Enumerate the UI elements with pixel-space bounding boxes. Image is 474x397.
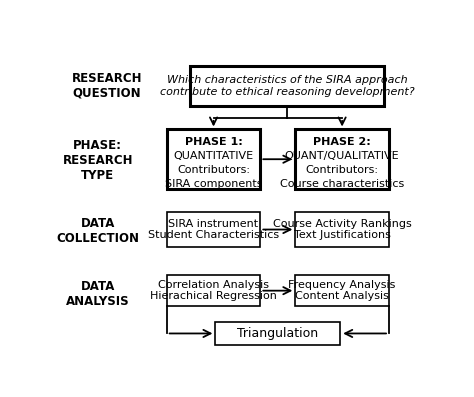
Text: Which characteristics of the SIRA approach
contribute to ethical reasoning devel: Which characteristics of the SIRA approa… [160,75,414,96]
Text: Triangulation: Triangulation [237,327,319,340]
Text: Frequency Analysis
Content Analysis: Frequency Analysis Content Analysis [288,280,396,301]
FancyBboxPatch shape [295,276,389,306]
Text: Contributors:: Contributors: [306,165,379,175]
Text: QUANTITATIVE: QUANTITATIVE [173,151,254,161]
Text: DATA
COLLECTION: DATA COLLECTION [56,217,139,245]
Text: SIRA components: SIRA components [165,179,262,189]
Text: RESEARCH
QUESTION: RESEARCH QUESTION [72,72,142,100]
FancyBboxPatch shape [190,66,384,106]
Text: PHASE 1:: PHASE 1: [185,137,242,147]
FancyBboxPatch shape [295,129,389,189]
FancyBboxPatch shape [167,129,260,189]
Text: DATA
ANALYSIS: DATA ANALYSIS [66,280,129,308]
FancyBboxPatch shape [167,212,260,247]
FancyBboxPatch shape [295,212,389,247]
Text: Course Activity Rankings
Text Justifications: Course Activity Rankings Text Justificat… [273,219,411,240]
Text: QUANT/QUALITATIVE: QUANT/QUALITATIVE [285,151,400,161]
Text: PHASE 2:: PHASE 2: [313,137,371,147]
FancyBboxPatch shape [215,322,340,345]
Text: SIRA instrument
Student Characteristics: SIRA instrument Student Characteristics [148,219,279,240]
FancyBboxPatch shape [167,276,260,306]
Text: Contributors:: Contributors: [177,165,250,175]
Text: Correlation Analysis
Hierachical Regression: Correlation Analysis Hierachical Regress… [150,280,277,301]
Text: PHASE:
RESEARCH
TYPE: PHASE: RESEARCH TYPE [63,139,133,182]
Text: Course characteristics: Course characteristics [280,179,404,189]
